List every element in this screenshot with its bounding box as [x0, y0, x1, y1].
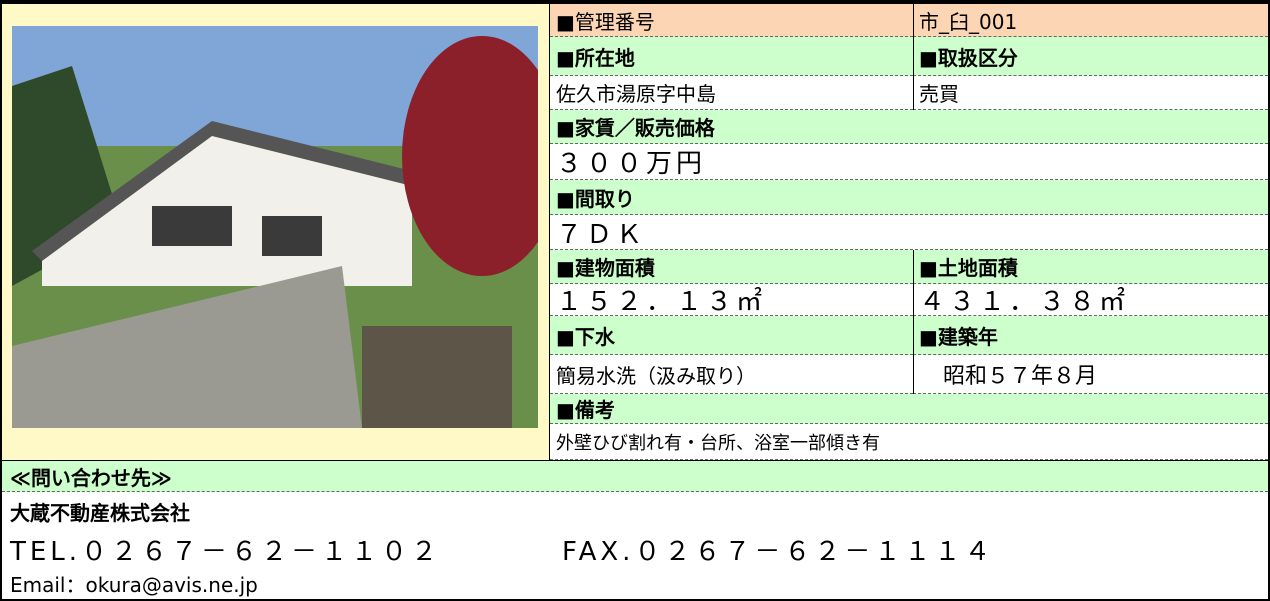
label: ■管理番号 — [550, 4, 913, 37]
label: ■家賃／販売価格 — [550, 110, 1268, 144]
value: 売買 — [913, 76, 1268, 110]
value: 佐久市湯原字中島 — [550, 76, 913, 110]
label: ■建物面積 — [550, 250, 913, 284]
info-table — [549, 4, 1269, 460]
company: 大蔵不動産株式会社 — [10, 500, 190, 525]
tel: TEL.０２６７－６２－１１０２ — [10, 536, 442, 567]
contact-heading: ≪問い合わせ先≫ — [2, 460, 1268, 492]
house-photo — [12, 26, 538, 428]
label: ■建築年 — [913, 316, 1268, 355]
divider — [913, 4, 914, 110]
value: 昭和５７年８月 — [913, 355, 1268, 394]
label: ■間取り — [550, 180, 1268, 215]
label: ■土地面積 — [913, 250, 1268, 284]
value: １５２．１３㎡ — [550, 284, 913, 316]
fax: FAX.０２６７－６２－１１１４ — [562, 536, 995, 567]
label: ■取扱区分 — [913, 37, 1268, 76]
value: 簡易水洗（汲み取り） — [550, 355, 913, 394]
value: ４３１．３８㎡ — [913, 284, 1268, 316]
label: ■下水 — [550, 316, 913, 355]
divider — [913, 250, 914, 394]
value: ３００万円 — [550, 144, 1268, 180]
value: ７ＤＫ — [550, 215, 1268, 250]
value: 外壁ひび割れ有・台所、浴室一部傾き有 — [550, 424, 1268, 460]
label: ■備考 — [550, 394, 1268, 424]
email: Email：okura@avis.ne.jp — [10, 573, 258, 597]
value: 市_臼_001 — [913, 4, 1268, 37]
label: ■所在地 — [550, 37, 913, 76]
